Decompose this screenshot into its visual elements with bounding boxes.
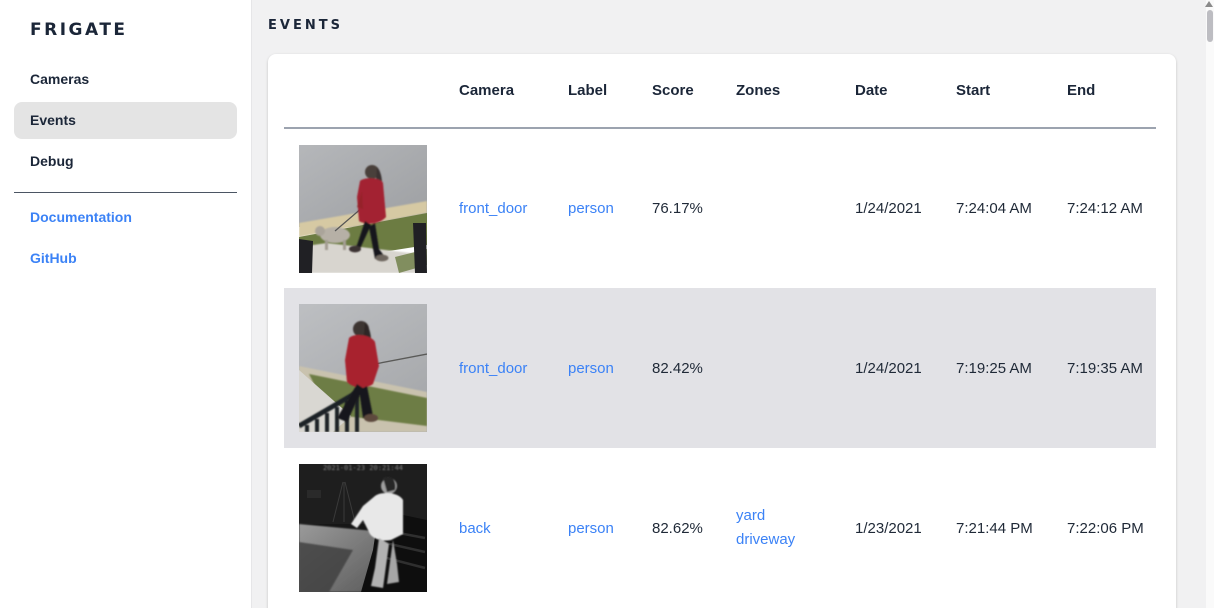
- zone-link[interactable]: yard: [736, 507, 766, 524]
- sidebar: FRIGATE Cameras Events Debug Documentati…: [0, 0, 252, 608]
- app-logo: FRIGATE: [30, 20, 128, 40]
- score-value: 82.62%: [652, 519, 703, 537]
- end-value: 7:19:35 AM: [1067, 359, 1143, 377]
- column-header-label: Label: [568, 54, 652, 129]
- score-value: 82.42%: [652, 359, 703, 377]
- scrollbar-thumb[interactable]: [1207, 10, 1213, 42]
- sidebar-external-links: Documentation GitHub: [0, 199, 251, 277]
- label-link[interactable]: person: [568, 200, 614, 217]
- event-row[interactable]: 2021-01-23 20:21:44: [284, 448, 1156, 608]
- svg-text:2021-01-23 20:21:44: 2021-01-23 20:21:44: [323, 464, 403, 472]
- events-table: Camera Label Score Zones Date Start End: [284, 54, 1156, 608]
- camera-link[interactable]: back: [459, 519, 491, 537]
- scrollbar-up-arrow-icon[interactable]: [1205, 1, 1213, 7]
- label-link[interactable]: person: [568, 519, 614, 537]
- column-header-end: End: [1067, 54, 1156, 129]
- page-scrollbar[interactable]: [1205, 0, 1214, 608]
- start-value: 7:19:25 AM: [956, 359, 1032, 377]
- event-thumbnail[interactable]: 2021-01-23 20:21:44: [299, 464, 427, 592]
- sidebar-divider: [14, 192, 237, 193]
- events-card: Camera Label Score Zones Date Start End: [268, 54, 1176, 608]
- event-thumbnail[interactable]: [299, 304, 427, 432]
- end-value: 7:24:12 AM: [1067, 200, 1143, 217]
- start-value: 7:24:04 AM: [956, 200, 1032, 217]
- camera-link[interactable]: front_door: [459, 359, 528, 377]
- table-header-row: Camera Label Score Zones Date Start End: [284, 54, 1156, 129]
- date-value: 1/24/2021: [855, 200, 922, 217]
- zone-link[interactable]: driveway: [736, 531, 796, 548]
- date-value: 1/23/2021: [855, 519, 922, 537]
- column-header-score: Score: [652, 54, 736, 129]
- zones-cell: [736, 288, 855, 448]
- column-header-thumbnail: [284, 54, 459, 129]
- end-value: 7:22:06 PM: [1067, 519, 1144, 537]
- sidebar-link-documentation[interactable]: Documentation: [30, 209, 132, 225]
- sidebar-nav: Cameras Events Debug: [0, 61, 251, 180]
- zones-cell: [736, 128, 855, 288]
- event-row[interactable]: front_door person 76.17% 1/24/2021 7:24:…: [284, 128, 1156, 288]
- sidebar-link-github[interactable]: GitHub: [30, 250, 77, 266]
- start-value: 7:21:44 PM: [956, 519, 1033, 537]
- sidebar-item-debug[interactable]: Debug: [30, 153, 74, 169]
- column-header-date: Date: [855, 54, 956, 129]
- column-header-zones: Zones: [736, 54, 855, 129]
- main-content: EVENTS Camera Label Score Zones Date Sta…: [252, 0, 1214, 608]
- column-header-camera: Camera: [459, 54, 568, 129]
- score-value: 76.17%: [652, 200, 703, 217]
- sidebar-item-events[interactable]: Events: [14, 102, 237, 139]
- zones-cell: yard driveway: [736, 448, 855, 608]
- event-row[interactable]: front_door person 82.42% 1/24/2021 7:19:…: [284, 288, 1156, 448]
- event-thumbnail[interactable]: [299, 144, 427, 273]
- label-link[interactable]: person: [568, 359, 614, 377]
- sidebar-item-cameras[interactable]: Cameras: [30, 71, 90, 87]
- date-value: 1/24/2021: [855, 359, 922, 377]
- column-header-start: Start: [956, 54, 1067, 129]
- page-title: EVENTS: [268, 18, 343, 33]
- camera-link[interactable]: front_door: [459, 200, 528, 217]
